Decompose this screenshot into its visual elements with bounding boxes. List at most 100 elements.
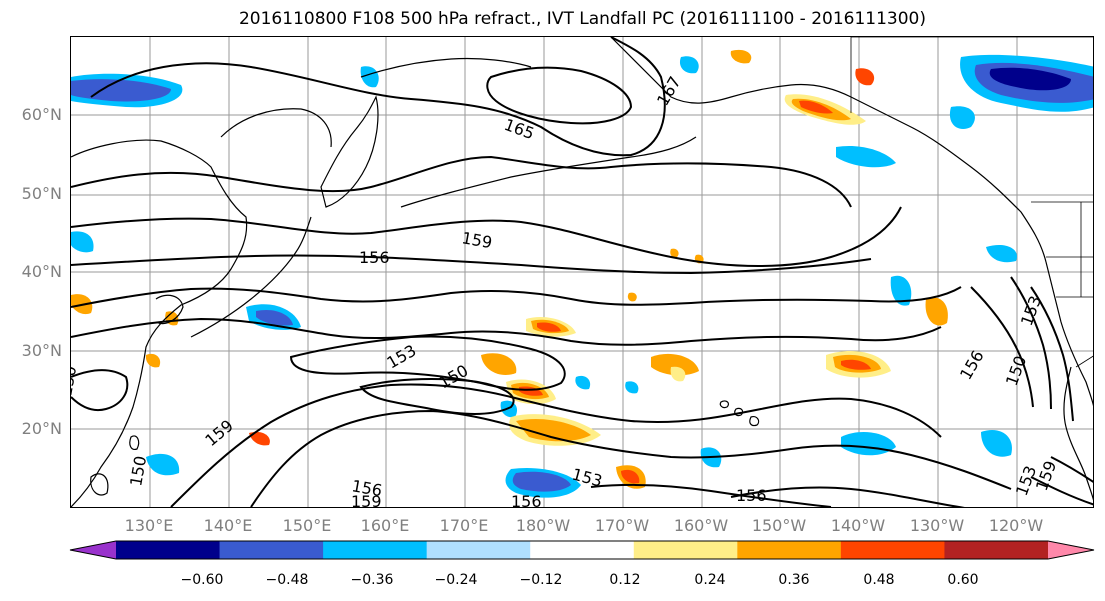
colorbar-segment	[426, 541, 531, 559]
shade-pos-tiny3	[627, 292, 637, 302]
shade-pos-sub1-deep	[519, 386, 543, 396]
shade-pos-mid	[651, 353, 699, 376]
contour-159-south	[250, 409, 1012, 507]
coast-philippines	[90, 473, 109, 496]
shade-pos-sub2-core	[516, 418, 591, 442]
shade-neg-bc	[986, 244, 1017, 263]
contour-159-north	[71, 206, 902, 267]
colorbar-outline	[69, 540, 1095, 560]
colorbar-tick-label: 0.24	[694, 572, 726, 588]
coast-japan	[190, 216, 312, 338]
colorbar-tick-label: 0.36	[778, 572, 810, 588]
colorbar-tick-label: 0.60	[947, 572, 979, 588]
colorbar-segments	[70, 541, 1094, 559]
lon-label-180w: 180°W	[515, 516, 571, 535]
contour-150-west	[71, 369, 129, 411]
contour-label: 156	[736, 486, 767, 505]
contour-153-east	[1030, 286, 1074, 422]
lon-label-160e: 160°E	[360, 516, 410, 535]
coast-korea	[155, 294, 184, 325]
lat-label-60n: 60°N	[21, 105, 62, 124]
shade-neg-gulf	[836, 145, 896, 168]
positive-anomaly-shading	[71, 49, 948, 489]
contour-165-north	[90, 37, 666, 157]
contour-159-se	[590, 483, 832, 507]
shade-neg-west	[71, 231, 94, 253]
negative-anomaly-shading	[71, 54, 1093, 498]
shade-pos-gulf-deep	[799, 100, 833, 114]
lat-label-20n: 20°N	[21, 419, 62, 438]
contour-label: 150	[126, 454, 150, 487]
lon-label-130e: 130°E	[124, 516, 174, 535]
coast-chukotka	[360, 57, 532, 78]
shade-pos-tiny1	[670, 248, 679, 258]
colorbar-tick-label: −0.12	[519, 572, 563, 588]
lat-label-30n: 30°N	[21, 341, 62, 360]
shade-pos-baja	[925, 297, 948, 326]
colorbar-under-arrow	[70, 541, 116, 559]
map-panel: 165 167 159 156 153 150 156 159 156 159 …	[70, 36, 1094, 508]
coast-taiwan	[129, 435, 140, 450]
shade-neg-nw-core	[71, 79, 171, 102]
lon-label-160w: 160°W	[673, 516, 729, 535]
shade-neg-sw	[146, 453, 180, 476]
contour-156-south	[170, 383, 942, 507]
colorbar-segment	[530, 541, 635, 559]
contour-150-inner	[359, 378, 515, 415]
map-canvas: 165 167 159 156 153 150 156 159 156 159 …	[71, 37, 1093, 508]
lon-label-140e: 140°E	[203, 516, 253, 535]
contour-label: 159	[201, 416, 237, 450]
colorbar-over-arrow	[1048, 541, 1094, 559]
contour-label: 159	[351, 492, 382, 508]
lat-label-40n: 40°N	[21, 262, 62, 281]
shade-pos-center-deep	[537, 322, 561, 332]
shade-pos-mid-small	[670, 366, 686, 382]
contour-156-se	[730, 486, 965, 507]
lat-label-50n: 50°N	[21, 184, 62, 203]
coast-kamchatka	[320, 95, 379, 208]
colorbar-segment	[219, 541, 324, 559]
colorbar-tick-label: −0.60	[180, 572, 224, 588]
shade-pos-south-deep	[621, 469, 640, 484]
contour-label: 167	[653, 73, 685, 109]
contour-label: 156	[511, 492, 542, 508]
contour-label: 156	[359, 248, 390, 267]
colorbar-segment	[633, 541, 738, 559]
colorbar-tick-label: 0.48	[863, 572, 895, 588]
lon-label-170e: 170°E	[439, 516, 489, 535]
coastlines	[71, 37, 1093, 507]
colorbar	[69, 540, 1095, 560]
contour-label: 150	[1002, 353, 1030, 388]
borders	[850, 37, 1093, 368]
lon-label-130w: 130°W	[909, 516, 965, 535]
border-us-mexico	[1075, 355, 1093, 368]
contour-label: 150	[71, 364, 80, 397]
colorbar-tick-label: 0.12	[609, 572, 641, 588]
contour-label: 156	[956, 347, 988, 383]
coast-aleutians	[400, 136, 697, 208]
shade-neg-japan-core	[256, 309, 293, 326]
contour-label: 153	[1017, 293, 1045, 328]
colorbar-segment	[116, 541, 221, 559]
shade-pos-west2	[249, 431, 270, 446]
shade-neg-se	[841, 432, 896, 456]
figure-title: 2016110800 F108 500 hPa refract., IVT La…	[238, 9, 926, 29]
shade-pos-sub3	[481, 353, 517, 375]
height-contours	[71, 37, 1093, 507]
contour-label: 165	[502, 115, 537, 143]
coast-hawaii2	[734, 407, 744, 417]
coast-mexico	[1085, 476, 1093, 501]
shade-pos-east-deep	[841, 359, 871, 370]
shade-pos-alaska	[730, 49, 752, 64]
lon-label-170w: 170°W	[594, 516, 650, 535]
colorbar-segment	[323, 541, 428, 559]
colorbar-segment	[944, 541, 1049, 559]
shade-neg-alaska	[679, 56, 699, 74]
contour-150-east	[1010, 276, 1052, 410]
shade-neg-pac	[890, 275, 912, 306]
coast-westus	[1045, 261, 1093, 407]
coast-hawaii3	[749, 416, 760, 427]
contour-156-north	[71, 254, 872, 275]
colorbar-segment	[737, 541, 842, 559]
shade-neg-ne-deep	[989, 67, 1071, 91]
